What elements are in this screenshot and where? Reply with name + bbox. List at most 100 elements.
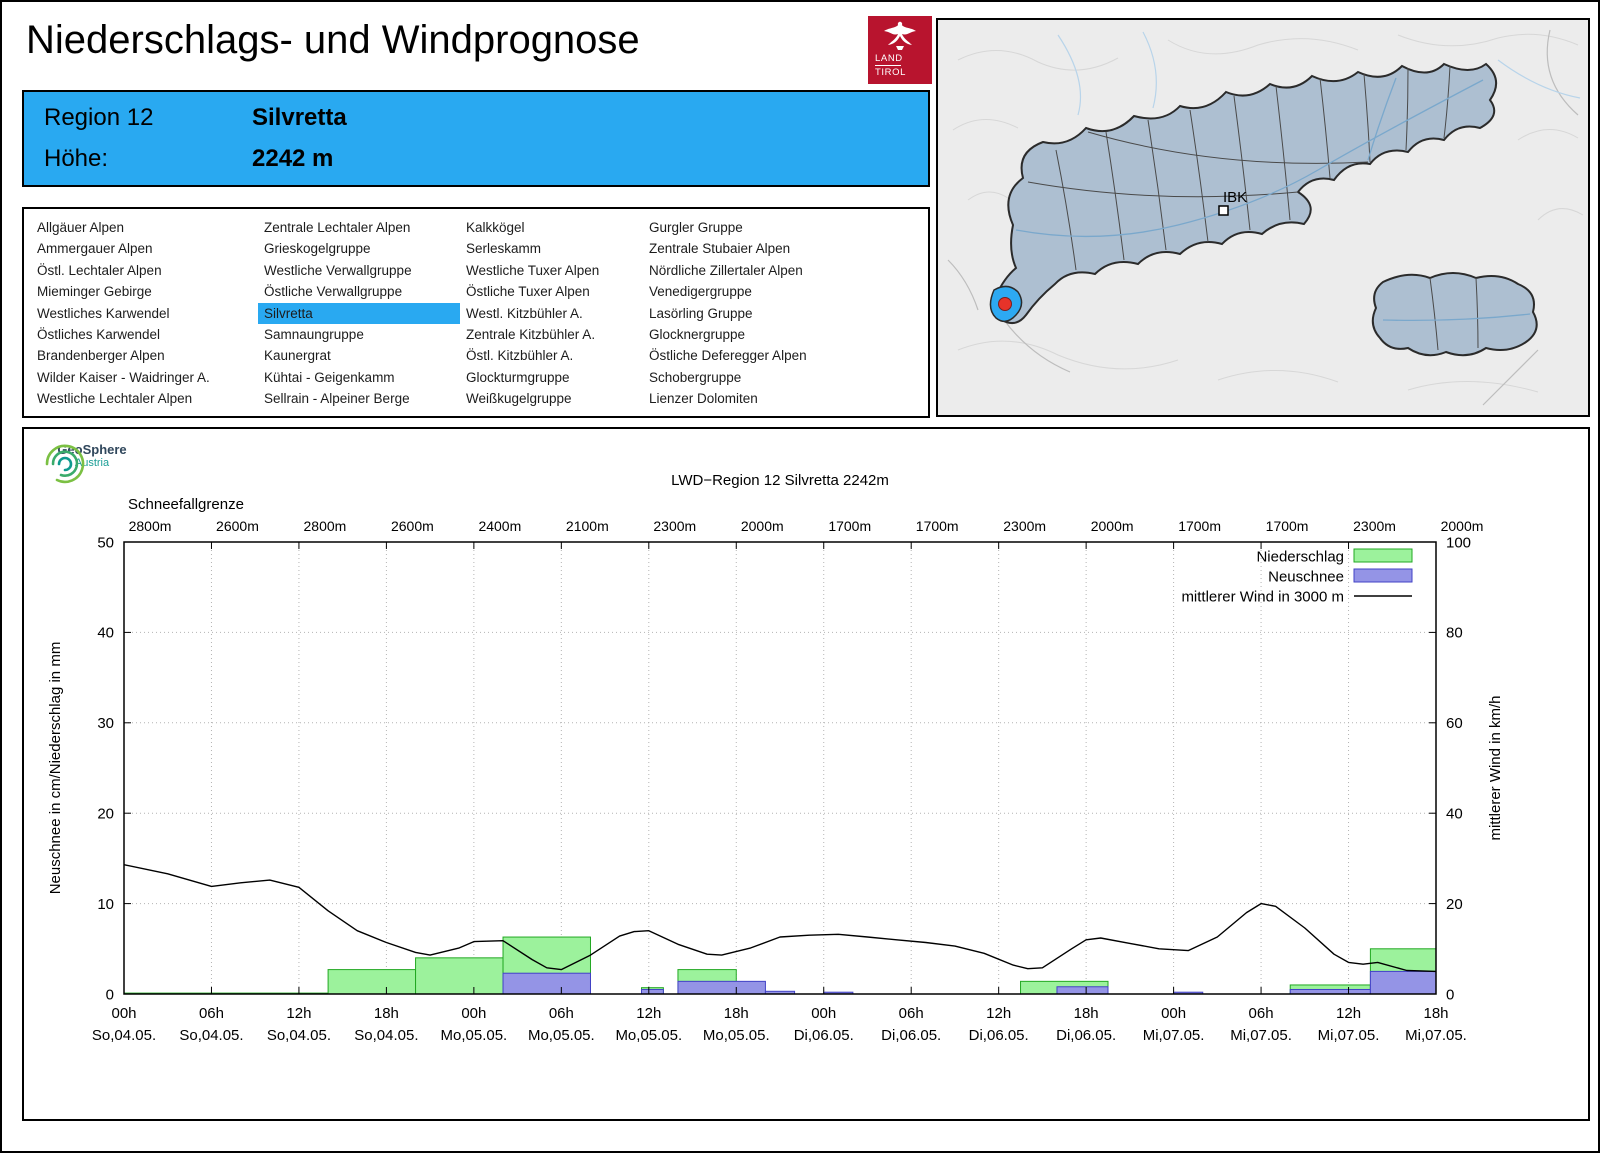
svg-text:mittlerer Wind in 3000 m: mittlerer Wind in 3000 m (1181, 588, 1344, 605)
region-item[interactable]: Schobergruppe (649, 369, 742, 385)
region-item[interactable]: Westliche Tuxer Alpen (466, 262, 600, 278)
region-item[interactable]: Östliches Karwendel (37, 327, 161, 343)
region-item[interactable]: Allgäuer Alpen (37, 220, 125, 235)
svg-text:Mo,05.05.: Mo,05.05. (441, 1027, 508, 1044)
region-column-1: Allgäuer Alpen Ammergauer Alpen Östl. Lech… (31, 217, 258, 410)
region-item[interactable]: Kalkkögel (466, 220, 525, 235)
altitude-row: Höhe: 2242 m (44, 145, 928, 173)
svg-text:2000m: 2000m (741, 518, 784, 534)
svg-text:2600m: 2600m (216, 518, 259, 534)
region-item[interactable]: Lasörling Gruppe (649, 305, 753, 321)
region-item[interactable]: Zentrale Stubaier Alpen (649, 241, 791, 257)
svg-text:1700m: 1700m (828, 518, 871, 534)
region-item[interactable]: Östliche Tuxer Alpen (466, 284, 590, 300)
region-item[interactable]: Mieminger Gebirge (37, 284, 152, 300)
svg-text:1700m: 1700m (1178, 518, 1221, 534)
region-item[interactable]: Samnaungruppe (264, 327, 364, 343)
svg-text:00h: 00h (111, 1005, 136, 1022)
region-item[interactable]: Östliche Deferegger Alpen (649, 348, 807, 364)
region-item[interactable]: Kühtai - Geigenkamm (264, 369, 395, 385)
region-item[interactable]: Venedigergruppe (649, 284, 752, 300)
region-item[interactable]: Östl. Kitzbühler A. (466, 348, 574, 364)
outer-borders (947, 29, 1579, 406)
svg-text:60: 60 (1446, 715, 1463, 732)
svg-text:18h: 18h (374, 1005, 399, 1022)
map-region-north-tirol[interactable] (993, 62, 1497, 325)
map-region-east-tirol[interactable] (1371, 272, 1538, 357)
region-item[interactable]: Brandenberger Alpen (37, 348, 165, 364)
region-item[interactable]: Grieskogelgruppe (264, 241, 371, 257)
svg-text:00h: 00h (461, 1005, 486, 1022)
geosphere-swirl-icon (45, 444, 85, 484)
region-item[interactable]: Zentrale Lechtaler Alpen (264, 220, 411, 235)
svg-text:12h: 12h (286, 1005, 311, 1022)
svg-text:Mo,05.05.: Mo,05.05. (528, 1027, 595, 1044)
svg-text:Mi,07.05.: Mi,07.05. (1318, 1027, 1380, 1044)
svg-text:So,04.05.: So,04.05. (354, 1027, 418, 1044)
svg-text:18h: 18h (1423, 1005, 1448, 1022)
svg-text:2300m: 2300m (1003, 518, 1046, 534)
region-location-dot (998, 297, 1012, 311)
tirol-eagle-icon (884, 21, 916, 50)
region-item[interactable]: Wilder Kaiser - Waidringer A. (37, 369, 210, 385)
svg-text:Di,06.05.: Di,06.05. (881, 1027, 941, 1044)
rivers-inn (1015, 77, 1531, 322)
region-list: Allgäuer Alpen Ammergauer Alpen Östl. Lech… (22, 207, 930, 418)
region-info-box: Region 12 Silvretta Höhe: 2242 m (22, 90, 930, 187)
region-item[interactable]: Zentrale Kitzbühler A. (466, 327, 596, 343)
svg-text:Mi,07.05.: Mi,07.05. (1143, 1027, 1205, 1044)
svg-text:Di,06.05.: Di,06.05. (969, 1027, 1029, 1044)
svg-text:2100m: 2100m (566, 518, 609, 534)
region-item[interactable]: Westliche Verwallgruppe (264, 262, 412, 278)
region-item[interactable]: Östl. Lechtaler Alpen (37, 262, 162, 278)
region-item[interactable]: Nördliche Zillertaler Alpen (649, 262, 803, 278)
logo-divider (875, 65, 901, 66)
svg-text:Mo,05.05.: Mo,05.05. (703, 1027, 770, 1044)
region-item[interactable]: Westl. Kitzbühler A. (466, 305, 583, 321)
tirol-overview-map[interactable]: IBK (936, 18, 1590, 417)
svg-text:LWD−Region 12 Silvretta 2242m: LWD−Region 12 Silvretta 2242m (671, 472, 889, 489)
ibk-label: IBK (1223, 189, 1247, 206)
region-item[interactable]: Glocknergruppe (649, 327, 746, 343)
svg-text:20: 20 (97, 805, 114, 822)
page-title: Niederschlags- und Windprognose (26, 18, 640, 62)
svg-text:So,04.05.: So,04.05. (92, 1027, 156, 1044)
region-item[interactable]: Westliche Lechtaler Alpen (37, 391, 193, 407)
svg-text:Mi,07.05.: Mi,07.05. (1405, 1027, 1467, 1044)
region-item[interactable]: Westliches Karwendel (37, 305, 170, 321)
region-item[interactable]: Östliche Verwallgruppe (264, 284, 403, 300)
svg-text:So,04.05.: So,04.05. (179, 1027, 243, 1044)
svg-text:00h: 00h (811, 1005, 836, 1022)
svg-text:100: 100 (1446, 534, 1471, 551)
svg-text:50: 50 (97, 534, 114, 551)
region-column-3: Kalkkögel Serleskamm Westliche Tuxer Alpen… (460, 217, 643, 410)
svg-text:40: 40 (1446, 805, 1463, 822)
region-item[interactable]: Weißkugelgruppe (466, 391, 572, 407)
region-item[interactable]: Kaunergrat (264, 348, 331, 364)
svg-text:06h: 06h (1249, 1005, 1274, 1022)
geosphere-logo: GeoSphere Austria (38, 442, 146, 484)
terrain-texture (952, 33, 1584, 393)
region-item[interactable]: Ammergauer Alpen (37, 241, 153, 257)
region-item[interactable]: Gurgler Gruppe (649, 220, 743, 235)
svg-text:06h: 06h (899, 1005, 924, 1022)
geosphere-name: GeoSphere (57, 442, 127, 457)
region-item-selected[interactable]: Silvretta (258, 302, 460, 325)
svg-text:2600m: 2600m (391, 518, 434, 534)
region-item[interactable]: Glockturmgruppe (466, 369, 570, 385)
rivers-outside (1057, 31, 1581, 116)
region-item[interactable]: Serleskamm (466, 241, 542, 257)
svg-text:06h: 06h (199, 1005, 224, 1022)
svg-text:2000m: 2000m (1091, 518, 1134, 534)
altitude-label: Höhe: (44, 145, 109, 172)
region-item[interactable]: Sellrain - Alpeiner Berge (264, 391, 410, 407)
svg-text:Di,06.05.: Di,06.05. (1056, 1027, 1116, 1044)
svg-text:2800m: 2800m (129, 518, 172, 534)
region-item[interactable]: Lienzer Dolomiten (649, 391, 758, 407)
region-row: Region 12 Silvretta (44, 104, 928, 132)
svg-text:18h: 18h (1074, 1005, 1099, 1022)
map-canvas[interactable]: IBK (938, 20, 1588, 415)
svg-text:40: 40 (97, 625, 114, 642)
ibk-marker (1218, 205, 1229, 216)
